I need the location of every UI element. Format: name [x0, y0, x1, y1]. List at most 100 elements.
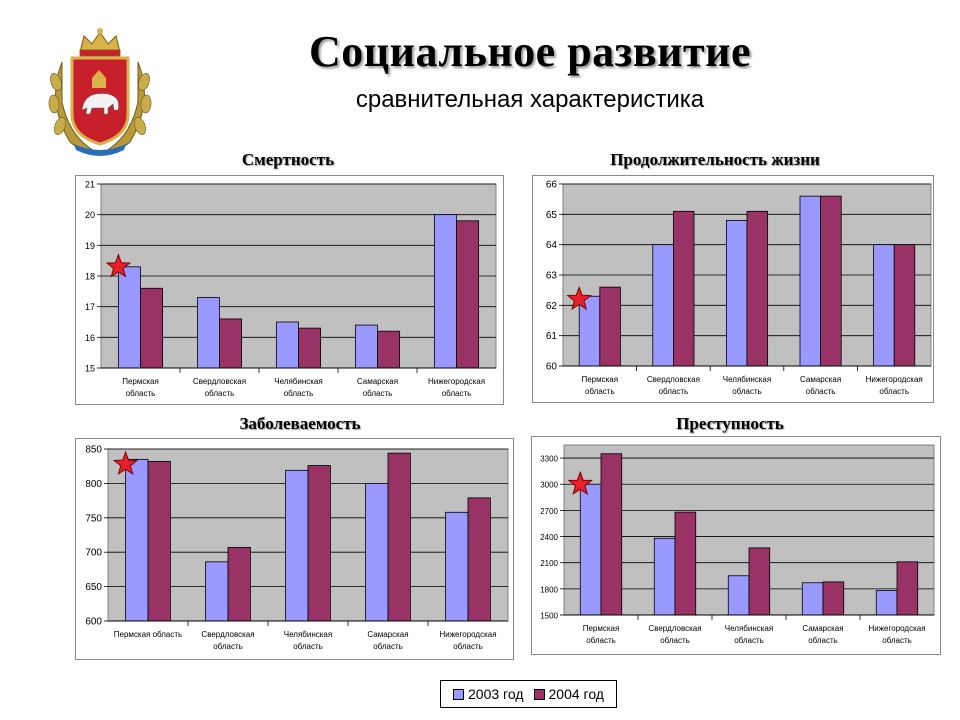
chart-title-life-expectancy: Продолжительность жизни [610, 150, 820, 169]
x-category-label: Нижегородская [868, 624, 925, 633]
y-tick-label: 1500 [540, 612, 558, 621]
x-category-label: область [284, 389, 314, 398]
legend-swatch-2003 [453, 688, 465, 700]
highlight-star [567, 470, 594, 496]
bar-2004 [298, 327, 322, 369]
y-tick-label: 600 [85, 617, 102, 628]
bar-2003 [125, 458, 149, 622]
x-category-label: Пермская область [114, 630, 182, 639]
y-tick-label: 20 [85, 210, 95, 220]
bar-2003 [873, 244, 895, 367]
x-category-label: Челябинская [725, 624, 773, 633]
x-category-label: Свердловская [647, 375, 700, 384]
legend-item-2004: 2004 год [533, 686, 604, 702]
highlight-star [566, 285, 592, 311]
bar-2003 [285, 469, 309, 622]
x-category-label: область [213, 642, 243, 651]
coat-of-arms-emblem [40, 22, 160, 162]
bar-2003 [653, 537, 676, 616]
y-tick-label: 64 [546, 240, 558, 251]
x-category-label: область [363, 389, 393, 398]
x-category-label: Челябинская [723, 375, 771, 384]
y-tick-label: 1800 [540, 585, 558, 594]
bar-2003 [275, 321, 299, 369]
x-category-label: Самарская [800, 375, 841, 384]
y-tick-label: 66 [546, 180, 558, 191]
y-tick-label: 62 [546, 301, 558, 312]
bar-2004 [746, 210, 769, 367]
bar-2004 [600, 453, 623, 616]
y-tick-label: 3000 [540, 481, 558, 490]
x-category-label: область [882, 636, 912, 645]
bar-2004 [599, 286, 621, 367]
bar-2003 [445, 511, 469, 622]
y-tick-label: 800 [85, 479, 102, 490]
y-tick-label: 19 [85, 241, 95, 251]
x-category-label: область [453, 642, 483, 651]
legend-label-2004: 2004 год [548, 686, 604, 702]
bar-2004 [748, 547, 771, 616]
x-category-label: Челябинская [284, 630, 332, 639]
x-category-label: Пермская [583, 624, 620, 633]
x-category-label: область [586, 636, 616, 645]
x-category-label: область [808, 636, 838, 645]
x-category-label: область [732, 387, 762, 396]
x-category-label: область [293, 642, 323, 651]
bar-2004 [467, 497, 491, 622]
x-category-label: область [660, 636, 690, 645]
x-category-label: Свердловская [201, 630, 254, 639]
y-tick-label: 700 [85, 548, 102, 559]
bar-2003 [205, 561, 229, 622]
bar-2004 [387, 452, 411, 622]
y-tick-label: 61 [546, 331, 558, 342]
y-tick-label: 21 [85, 180, 95, 190]
chart-legend: 2003 год 2004 год [440, 680, 617, 708]
chart-title-morbidity: Заболеваемость [239, 414, 361, 433]
y-tick-label: 2700 [540, 507, 558, 516]
y-tick-label: 3300 [540, 455, 558, 464]
bar-2004 [896, 561, 919, 616]
y-tick-label: 18 [85, 272, 95, 282]
x-category-label: Самарская [357, 377, 398, 386]
x-category-label: Свердловская [193, 377, 246, 386]
y-tick-label: 65 [546, 210, 558, 221]
y-tick-label: 63 [546, 271, 558, 282]
chart-title-mortality: Смертность [241, 150, 335, 169]
chart-life-expectancy: 60 61 62 63 64 65 66 Пермская область Свердловска… [532, 175, 934, 403]
y-tick-label: 2400 [540, 533, 558, 542]
x-category-label: область [806, 387, 836, 396]
bar-2003 [196, 297, 220, 369]
bar-2003 [117, 266, 141, 369]
bar-2004 [456, 220, 480, 369]
x-category-label: Свердловская [648, 624, 701, 633]
bar-2004 [377, 330, 401, 369]
legend-label-2003: 2003 год [468, 686, 524, 702]
highlight-star [112, 450, 139, 475]
x-category-label: Самарская [367, 630, 408, 639]
bar-2004 [672, 210, 695, 367]
bar-2004 [822, 581, 845, 616]
x-category-label: Нижегородская [866, 375, 923, 384]
x-category-label: область [659, 387, 689, 396]
bar-2003 [652, 244, 674, 367]
y-tick-label: 2100 [540, 559, 558, 568]
bar-2003 [365, 483, 389, 622]
bar-2003 [801, 582, 824, 616]
x-category-label: Нижегородская [439, 630, 496, 639]
x-category-label: Челябинская [274, 377, 322, 386]
bar-2004 [227, 546, 251, 622]
chart-mortality: 15 16 17 18 19 20 21 Пермская область Свердловска… [75, 175, 504, 405]
x-category-label: область [373, 642, 403, 651]
x-category-label: Пермская [122, 377, 159, 386]
bar-2003 [799, 195, 822, 367]
y-tick-label: 16 [85, 333, 95, 343]
bar-2003 [433, 214, 457, 369]
bar-2004 [893, 244, 916, 367]
x-category-label: область [442, 389, 472, 398]
bar-2004 [140, 287, 164, 369]
chart-title-crime: Преступность [676, 414, 784, 433]
x-category-label: область [879, 387, 909, 396]
bar-2004 [307, 465, 331, 622]
legend-item-2003: 2003 год [453, 686, 524, 702]
y-tick-label: 850 [85, 445, 102, 456]
